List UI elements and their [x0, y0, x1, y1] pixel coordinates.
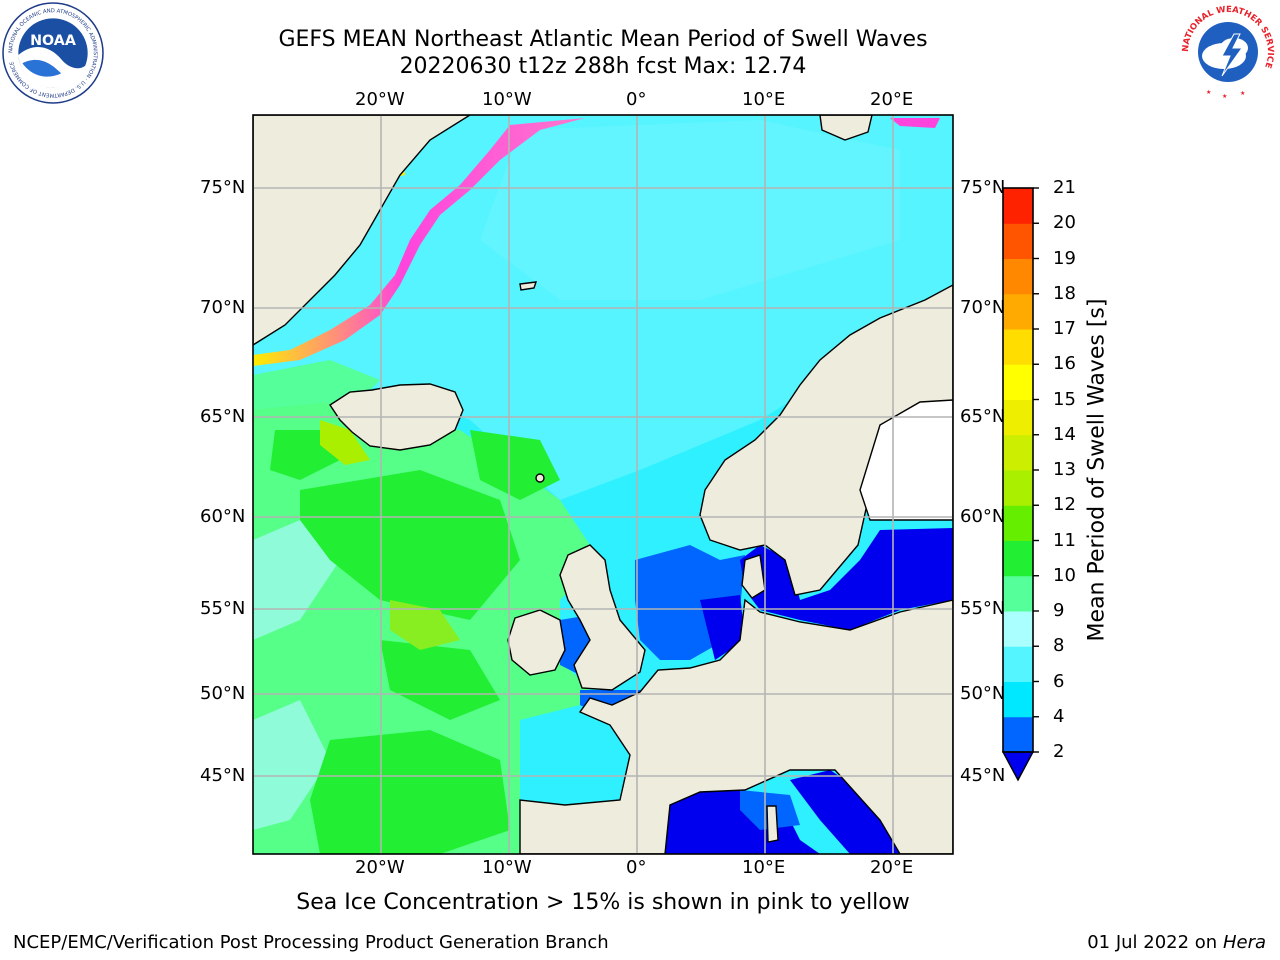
colorbar-segment [1003, 611, 1033, 647]
svg-text:★: ★ [1240, 90, 1245, 97]
denmark [741, 554, 766, 599]
lon-label-top: 10°E [742, 89, 786, 110]
svg-text:★: ★ [1206, 89, 1211, 96]
colorbar-under-triangle [1001, 751, 1035, 782]
chart-title: GEFS MEAN Northeast Atlantic Mean Period… [278, 27, 928, 52]
colorbar-segment [1003, 716, 1033, 753]
colorbar-segment [1003, 505, 1033, 541]
map-frame [252, 114, 954, 855]
colorbar-frame [1002, 187, 1034, 753]
footer-branch: NCEP/EMC/Verification Post Processing Pr… [13, 932, 609, 953]
noaa-logo-text: NOAA [30, 33, 76, 49]
lat-label-left: 70°N [200, 297, 246, 318]
lat-label-left: 45°N [200, 765, 246, 786]
lat-label-right: 55°N [960, 598, 1006, 619]
lat-label-right: 75°N [960, 177, 1006, 198]
corsica-sardinia [766, 805, 779, 843]
lon-label-top: 0° [626, 89, 647, 110]
colorbar-segment [1003, 434, 1033, 471]
lat-label-right: 65°N [960, 406, 1006, 427]
lat-label-left: 75°N [200, 177, 246, 198]
ocean-swell-10-11s [300, 470, 520, 620]
lon-label-bottom: 20°E [870, 857, 914, 878]
colorbar-tick-label: 13 [1053, 459, 1076, 480]
colorbar-tick-label: 18 [1053, 282, 1076, 304]
lon-label-bottom: 0° [626, 857, 647, 878]
colorbar-tick-label: 2 [1053, 741, 1065, 762]
lat-label-left: 65°N [200, 406, 246, 427]
lon-label-top: 20°W [355, 89, 405, 110]
colorbar-segment [1003, 681, 1033, 718]
colorbar-segment [1003, 470, 1033, 506]
gulf-of-bothnia-ice-free [859, 399, 953, 521]
sea-ice-band [253, 118, 585, 366]
colorbar-tick-label: 15 [1053, 388, 1076, 410]
chart-subtitle: 20220630 t12z 288h fcst Max: 12.74 [399, 54, 807, 79]
colorbar-tick-label: 21 [1053, 177, 1076, 198]
footer-host: Hera [1222, 932, 1266, 953]
colorbar-tick-label: 17 [1053, 318, 1076, 339]
colorbar-segment [1003, 540, 1033, 577]
lat-label-left: 60°N [200, 506, 246, 527]
colorbar-segment [1003, 399, 1033, 436]
colorbar-tick-label: 8 [1053, 635, 1065, 657]
lat-label-right: 45°N [960, 765, 1006, 786]
colorbar-tick-label: 20 [1053, 212, 1076, 234]
colorbar-label: Mean Period of Swell Waves [s] [1084, 298, 1110, 642]
colorbar-tick-label: 14 [1053, 423, 1076, 445]
colorbar [1003, 187, 1039, 753]
footer-date-text: 01 Jul 2022 on [1087, 932, 1223, 953]
colorbar-tick-label: 9 [1053, 600, 1065, 621]
svalbard [819, 115, 873, 141]
continental-europe [519, 598, 953, 854]
footer-date: 01 Jul 2022 on Hera [1087, 932, 1266, 953]
jan-mayen [519, 281, 538, 291]
colorbar-tick-label: 16 [1053, 353, 1076, 375]
colorbar-segment [1003, 329, 1033, 365]
colorbar-segment [1003, 258, 1033, 295]
lat-label-left: 50°N [200, 683, 246, 704]
lat-label-right: 70°N [960, 297, 1006, 318]
svg-text:★: ★ [1222, 93, 1227, 100]
colorbar-segment [1003, 364, 1033, 400]
colorbar-segment [1003, 575, 1033, 612]
colorbar-segment [1003, 293, 1033, 330]
faroe-islands [535, 473, 545, 483]
colorbar-tick-label: 19 [1053, 247, 1076, 269]
lat-label-right: 50°N [960, 683, 1006, 704]
colorbar-segment [1003, 646, 1033, 682]
colorbar-tick-label: 10 [1053, 564, 1076, 586]
lon-label-bottom: 10°W [482, 857, 532, 878]
colorbar-tick-label: 4 [1053, 705, 1065, 727]
baltic-swell-under-2s [740, 528, 953, 630]
colorbar-tick-label: 6 [1053, 670, 1065, 692]
colorbar-segment [1003, 188, 1033, 224]
colorbar-tick-label: 12 [1053, 494, 1076, 516]
map-field [253, 115, 953, 854]
lon-label-top: 10°W [482, 89, 532, 110]
lat-label-left: 55°N [200, 598, 246, 619]
lon-label-bottom: 20°W [355, 857, 405, 878]
sea-ice-caption: Sea Ice Concentration > 15% is shown in … [296, 890, 910, 915]
great-britain [559, 544, 646, 691]
colorbar-segment [1003, 223, 1033, 259]
lon-label-top: 20°E [870, 89, 914, 110]
colorbar-tick-label: 11 [1053, 529, 1076, 551]
lon-label-bottom: 10°E [742, 857, 786, 878]
graticule [253, 115, 953, 854]
lat-label-right: 60°N [960, 506, 1006, 527]
nws-logo: NATIONAL WEATHER SERVICE ★ ★ ★ [1179, 3, 1277, 101]
noaa-logo: NATIONAL OCEANIC AND ATMOSPHERIC ADMINIS… [2, 2, 104, 104]
greenland [253, 115, 472, 346]
